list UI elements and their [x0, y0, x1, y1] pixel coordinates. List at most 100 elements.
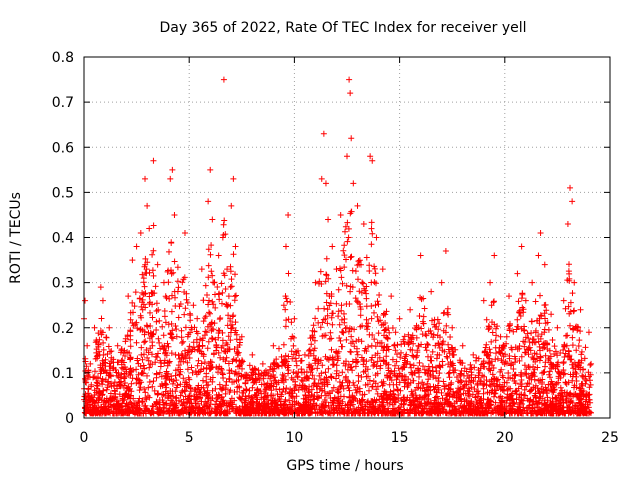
- data-point: [554, 324, 561, 331]
- data-point: [137, 229, 144, 236]
- data-point: [333, 266, 340, 273]
- data-point: [209, 216, 216, 223]
- data-point: [230, 175, 237, 182]
- data-point: [360, 220, 367, 227]
- data-point: [459, 342, 466, 349]
- data-point: [588, 360, 595, 367]
- data-point: [167, 175, 174, 182]
- data-point: [379, 266, 386, 273]
- data-point: [344, 153, 350, 160]
- y-tick-label: 0.5: [52, 185, 74, 201]
- data-point: [346, 76, 353, 83]
- data-point: [259, 360, 266, 367]
- data-point: [322, 180, 329, 187]
- data-point: [514, 270, 521, 277]
- y-axis-title: ROTI / TECUs: [8, 192, 24, 284]
- chart-title: Day 365 of 2022, Rate Of TEC Index for r…: [159, 20, 526, 36]
- ticks-layer: 0 0.1 0.2 0.3 0.4 0.5 0.6 0.7 0.8 0 5 10 15 20 25: [52, 50, 619, 446]
- data-point: [114, 342, 121, 349]
- data-point: [205, 198, 212, 205]
- y-tick-label: 0: [65, 411, 74, 427]
- data-point: [171, 211, 178, 218]
- data-point: [497, 333, 504, 340]
- data-point: [133, 243, 140, 250]
- data-point: [541, 261, 548, 268]
- data-point: [207, 166, 214, 173]
- data-point: [569, 198, 576, 205]
- data-point: [428, 288, 435, 295]
- data-point: [82, 297, 89, 304]
- data-point: [99, 297, 106, 304]
- data-point: [348, 135, 355, 142]
- data-point: [354, 202, 361, 209]
- background-marks-layer: [81, 208, 594, 417]
- data-point: [529, 279, 536, 286]
- data-point: [442, 248, 449, 255]
- data-point: [129, 257, 136, 264]
- y-tick-label: 0.1: [52, 366, 74, 382]
- data-point: [480, 297, 487, 304]
- data-point: [577, 306, 584, 313]
- data-point: [142, 175, 149, 182]
- data-point: [198, 266, 205, 273]
- data-point: [470, 351, 477, 358]
- data-point: [91, 324, 98, 331]
- data-point: [337, 211, 344, 218]
- data-point: [548, 311, 555, 318]
- data-point: [84, 342, 91, 349]
- data-point: [564, 220, 571, 227]
- data-point: [190, 302, 197, 309]
- data-point: [367, 153, 374, 160]
- data-point: [169, 166, 176, 173]
- data-point: [301, 351, 308, 358]
- data-point: [220, 76, 227, 83]
- data-point: [388, 293, 395, 300]
- data-point: [449, 324, 456, 331]
- data-point: [407, 306, 414, 313]
- data-point: [396, 315, 403, 322]
- data-point: [154, 261, 161, 268]
- y-tick-label: 0.2: [52, 321, 74, 337]
- data-point: [87, 360, 94, 367]
- data-point: [232, 243, 239, 250]
- x-tick-label: 0: [80, 430, 89, 446]
- x-tick-label: 25: [601, 430, 619, 446]
- data-point: [329, 243, 336, 250]
- data-point: [560, 297, 567, 304]
- data-point: [291, 315, 298, 322]
- data-point: [215, 252, 222, 259]
- data-point: [312, 279, 319, 286]
- data-point: [146, 225, 153, 232]
- data-point: [537, 229, 544, 236]
- data-point: [506, 293, 513, 300]
- data-point: [249, 351, 256, 358]
- data-point: [228, 202, 235, 209]
- x-tick-label: 20: [496, 430, 514, 446]
- data-point: [280, 302, 287, 309]
- data-point: [270, 342, 277, 349]
- data-marks-layer: [81, 76, 595, 367]
- data-point: [282, 243, 289, 250]
- data-point: [571, 279, 578, 286]
- data-point: [224, 266, 231, 273]
- data-point: [144, 202, 151, 209]
- data-point: [150, 157, 157, 164]
- data-point: [318, 175, 325, 182]
- data-point: [350, 180, 357, 187]
- data-point: [285, 211, 292, 218]
- data-point: [320, 130, 327, 137]
- data-point: [567, 184, 574, 191]
- data-point: [522, 297, 529, 304]
- x-tick-label: 15: [391, 430, 409, 446]
- data-point: [438, 279, 445, 286]
- data-point: [491, 252, 498, 259]
- data-point: [535, 252, 542, 259]
- roti-noise-cloud: [81, 208, 594, 417]
- y-tick-label: 0.7: [52, 95, 74, 111]
- data-point: [125, 293, 132, 300]
- y-tick-label: 0.8: [52, 50, 74, 66]
- data-point: [585, 329, 592, 336]
- x-axis-title: GPS time / hours: [286, 458, 403, 474]
- x-tick-label: 5: [185, 430, 194, 446]
